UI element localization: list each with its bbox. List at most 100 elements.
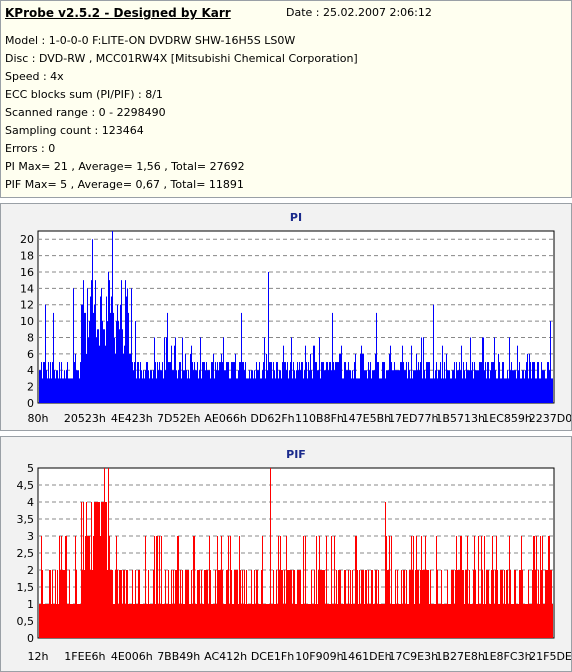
- bar: [102, 502, 103, 638]
- bar: [462, 570, 463, 638]
- bar: [449, 604, 450, 638]
- bar: [441, 570, 442, 638]
- bar: [67, 362, 68, 403]
- x-tick-label: 21F5DEh: [529, 650, 571, 663]
- bar: [171, 345, 172, 403]
- bar: [212, 604, 213, 638]
- bar: [462, 378, 463, 403]
- bar: [306, 604, 307, 638]
- bar: [518, 604, 519, 638]
- bar: [56, 604, 57, 638]
- bar: [431, 604, 432, 638]
- bar: [399, 604, 400, 638]
- bar: [167, 312, 168, 403]
- x-tick-label: 4E006h: [111, 650, 153, 663]
- bar: [108, 468, 109, 638]
- bar: [204, 362, 205, 403]
- bar: [130, 604, 131, 638]
- x-tick-label: 4E423h: [111, 412, 153, 425]
- bar: [310, 604, 311, 638]
- bar: [329, 362, 330, 403]
- bar: [300, 370, 301, 403]
- bar: [177, 378, 178, 403]
- y-tick-label: 0: [27, 632, 34, 645]
- bar: [493, 570, 494, 638]
- bar: [187, 378, 188, 403]
- bar: [257, 570, 258, 638]
- bar: [178, 536, 179, 638]
- bar: [212, 362, 213, 403]
- bar: [498, 353, 499, 403]
- bar: [148, 370, 149, 403]
- bar: [72, 378, 73, 403]
- bar: [386, 370, 387, 403]
- bar: [186, 370, 187, 403]
- bar: [393, 604, 394, 638]
- bar: [488, 570, 489, 638]
- bar: [96, 337, 97, 403]
- bar: [51, 378, 52, 403]
- y-tick-label: 12: [20, 299, 34, 312]
- bar: [491, 570, 492, 638]
- bar: [336, 570, 337, 638]
- bar: [154, 536, 155, 638]
- bar: [200, 604, 201, 638]
- bar: [466, 362, 467, 403]
- bar: [436, 536, 437, 638]
- bar: [148, 570, 149, 638]
- bar: [132, 570, 133, 638]
- bar: [395, 370, 396, 403]
- bar: [522, 370, 523, 403]
- bar: [282, 570, 283, 638]
- bar: [485, 362, 486, 403]
- bar: [163, 604, 164, 638]
- bar: [388, 370, 389, 403]
- bar: [116, 321, 117, 403]
- bar: [203, 604, 204, 638]
- x-tick-label: DD62Fh: [250, 412, 294, 425]
- bar: [314, 570, 315, 638]
- bar: [395, 570, 396, 638]
- bar: [475, 570, 476, 638]
- bar: [171, 570, 172, 638]
- bar: [247, 378, 248, 403]
- bar: [200, 337, 201, 403]
- bar: [39, 604, 40, 638]
- bar: [68, 604, 69, 638]
- bar: [58, 378, 59, 403]
- bar: [421, 337, 422, 403]
- bar: [387, 570, 388, 638]
- bar: [221, 353, 222, 403]
- bar: [472, 362, 473, 403]
- bar: [334, 536, 335, 638]
- bar: [546, 570, 547, 638]
- bar: [460, 536, 461, 638]
- bar: [400, 604, 401, 638]
- bar: [353, 604, 354, 638]
- bar: [303, 536, 304, 638]
- bar: [381, 378, 382, 403]
- bar: [199, 570, 200, 638]
- bar: [129, 353, 130, 403]
- bar: [47, 604, 48, 638]
- bar: [286, 536, 287, 638]
- bar: [116, 536, 117, 638]
- bar: [91, 502, 92, 638]
- bar: [319, 536, 320, 638]
- bar: [533, 536, 534, 638]
- bar: [286, 370, 287, 403]
- bar: [165, 570, 166, 638]
- bar: [153, 570, 154, 638]
- bar: [103, 329, 104, 403]
- bar: [391, 362, 392, 403]
- bar: [419, 604, 420, 638]
- pif-bars: [39, 468, 553, 638]
- bar: [152, 378, 153, 403]
- bar: [137, 362, 138, 403]
- bar: [119, 570, 120, 638]
- bar: [524, 378, 525, 403]
- bar: [512, 370, 513, 403]
- bar: [547, 362, 548, 403]
- bar: [40, 370, 41, 403]
- bar: [288, 570, 289, 638]
